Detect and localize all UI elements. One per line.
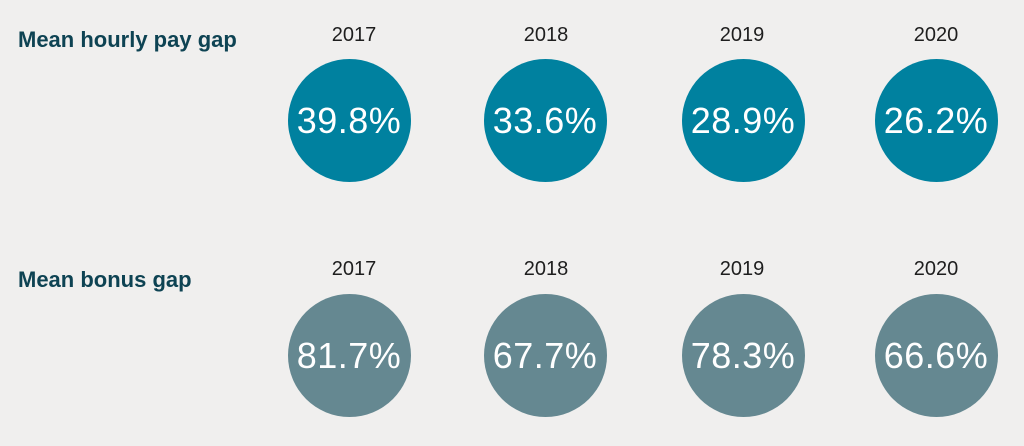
year-label: 2019: [719, 258, 765, 280]
year-label: 2017: [331, 258, 377, 280]
value-circle: 26.2%: [874, 59, 998, 182]
pay-gap-row: Mean hourly pay gap 2017 2018 2019 2020 …: [0, 0, 1024, 200]
year-label: 2020: [913, 258, 959, 280]
value-circle: 33.6%: [483, 59, 607, 182]
year-label: 2017: [331, 24, 377, 46]
value-circle: 67.7%: [483, 294, 607, 417]
bonus-gap-row: Mean bonus gap 2017 2018 2019 2020 81.7%…: [0, 240, 1024, 440]
value-circle: 66.6%: [874, 294, 998, 417]
year-label: 2018: [523, 24, 569, 46]
value-circle: 39.8%: [287, 59, 411, 182]
row-title: Mean hourly pay gap: [18, 27, 237, 52]
year-label: 2020: [913, 24, 959, 46]
row-title: Mean bonus gap: [18, 267, 192, 292]
year-label: 2019: [719, 24, 765, 46]
value-circle: 78.3%: [681, 294, 805, 417]
value-circle: 81.7%: [287, 294, 411, 417]
year-label: 2018: [523, 258, 569, 280]
value-circle: 28.9%: [681, 59, 805, 182]
